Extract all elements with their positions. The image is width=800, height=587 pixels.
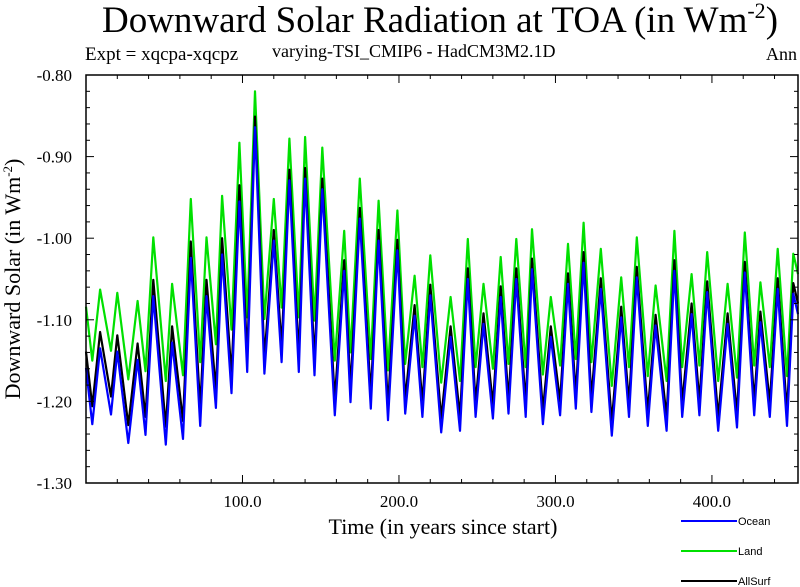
y-tick-label: -0.90 bbox=[37, 148, 72, 167]
legend: Ocean Land AllSurf bbox=[681, 516, 771, 587]
legend-label-ocean: Ocean bbox=[738, 516, 770, 528]
legend-label-land: Land bbox=[738, 546, 762, 558]
subtitle-left: Expt = xqcpa-xqcpz bbox=[85, 44, 238, 65]
plot-area: 100.0 200.0 300.0 400.0 -0.80 -0.90 -1.00 -1.10… bbox=[37, 66, 800, 511]
y-tick-label: -1.10 bbox=[37, 311, 72, 330]
y-axis-label: Downward Solar (in Wm-2) bbox=[0, 159, 25, 400]
x-tick-label: 100.0 bbox=[223, 492, 261, 511]
x-tick-label: 300.0 bbox=[536, 492, 574, 511]
y-tick-label: -1.00 bbox=[37, 229, 72, 248]
y-tick-label: -1.30 bbox=[37, 474, 72, 493]
y-axis-label-end: ) bbox=[0, 159, 25, 166]
chart-title-main: Downward Solar Radiation at TOA (in Wm bbox=[102, 0, 748, 41]
y-tick-label: -0.80 bbox=[37, 66, 72, 85]
chart-title-sup: -2 bbox=[747, 0, 765, 23]
x-tick-label: 400.0 bbox=[693, 492, 731, 511]
y-axis-label-sup: -2 bbox=[0, 166, 15, 177]
plot-frame bbox=[85, 74, 799, 484]
chart-title: Downward Solar Radiation at TOA (in Wm-2… bbox=[102, 0, 778, 41]
chart-title-end: ) bbox=[766, 0, 778, 41]
legend-label-allsurf: AllSurf bbox=[738, 576, 771, 587]
x-tick-label: 200.0 bbox=[380, 492, 418, 511]
subtitle-center: varying-TSI_CMIP6 - HadCM3M2.1D bbox=[272, 41, 556, 61]
x-axis-label: Time (in years since start) bbox=[329, 514, 558, 539]
subtitle-right: Ann bbox=[766, 44, 797, 64]
series-line-ocean bbox=[84, 126, 800, 446]
y-tick-label: -1.20 bbox=[37, 392, 72, 411]
y-axis-label-main: Downward Solar (in Wm bbox=[0, 177, 25, 400]
series-line-land bbox=[84, 90, 800, 387]
